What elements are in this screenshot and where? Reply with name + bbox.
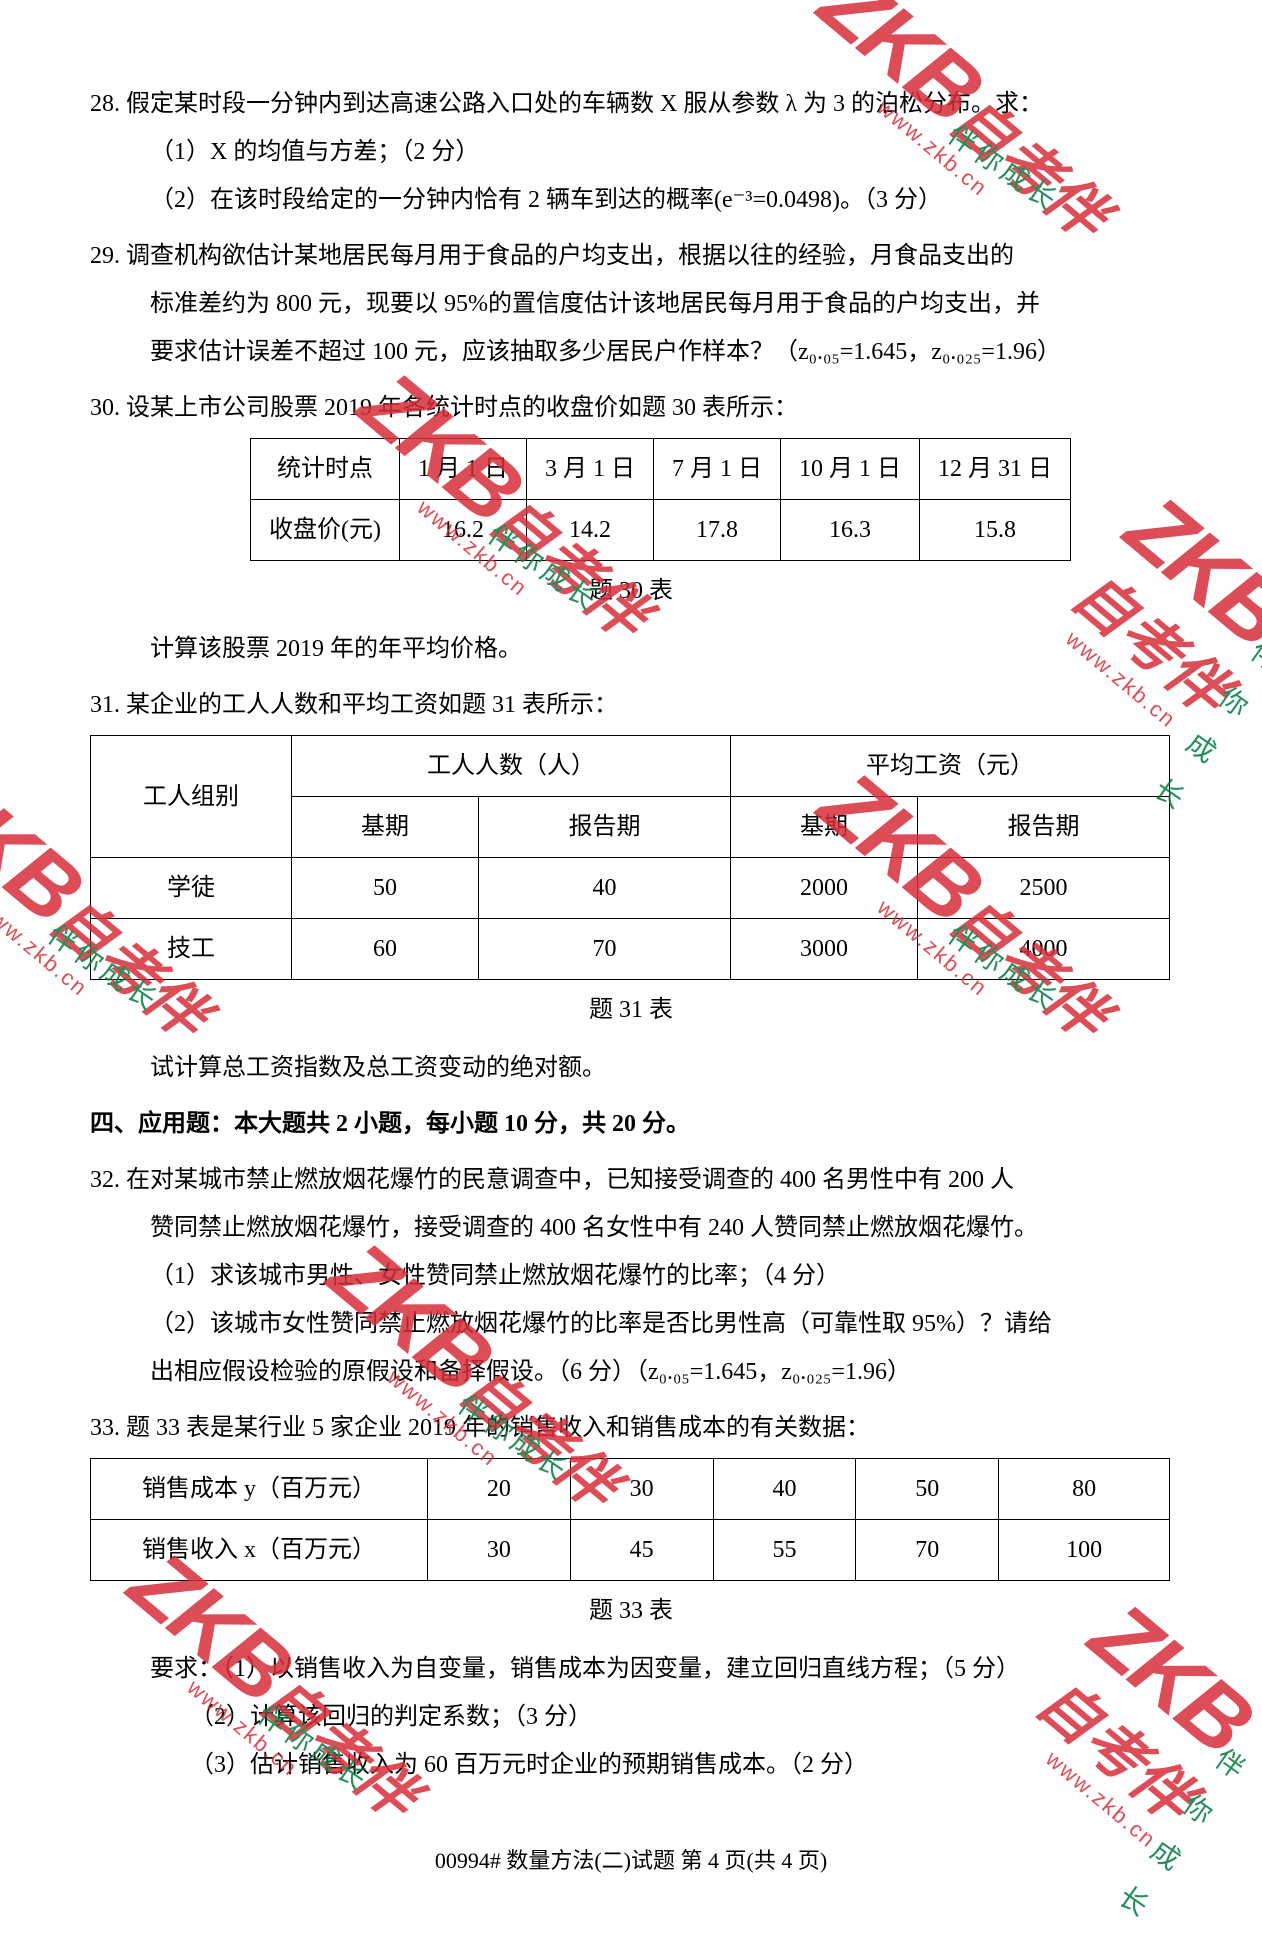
t33-r1-2: 40 — [713, 1459, 856, 1520]
t33-r2-4: 100 — [999, 1520, 1170, 1581]
t33-r1-0: 20 — [428, 1459, 571, 1520]
t31-r0-label: 学徒 — [91, 858, 292, 919]
t33-r2-0: 30 — [428, 1520, 571, 1581]
q28-part2: （2）在该时段给定的一分钟内恰有 2 辆车到达的概率(e⁻³=0.0498)。（… — [90, 176, 1172, 224]
q29-line1: 29. 调查机构欲估计某地居民每月用于食品的户均支出，根据以往的经验，月食品支出… — [90, 232, 1172, 280]
table-33-caption: 题 33 表 — [90, 1587, 1172, 1635]
t33-r2-label: 销售收入 x（百万元） — [91, 1520, 428, 1581]
q33-stem: 33. 题 33 表是某行业 5 家企业 2019 年的销售收入和销售成本的有关… — [90, 1404, 1172, 1452]
question-29: 29. 调查机构欲估计某地居民每月用于食品的户均支出，根据以往的经验，月食品支出… — [90, 232, 1172, 376]
q31-stem: 31. 某企业的工人人数和平均工资如题 31 表所示： — [90, 681, 1172, 729]
q32-line2: 赞同禁止燃放烟花爆竹，接受调查的 400 名女性中有 240 人赞同禁止燃放烟花… — [90, 1204, 1172, 1252]
t31-sh1: 报告期 — [478, 797, 730, 858]
t30-v2: 17.8 — [653, 500, 780, 561]
q28-stem: 28. 假定某时段一分钟内到达高速公路入口处的车辆数 X 服从参数 λ 为 3 … — [90, 80, 1172, 128]
t33-r1-label: 销售成本 y（百万元） — [91, 1459, 428, 1520]
t33-r2-2: 55 — [713, 1520, 856, 1581]
t31-r0-v2: 2000 — [730, 858, 917, 919]
t33-r1-4: 80 — [999, 1459, 1170, 1520]
t33-r2-3: 70 — [856, 1520, 999, 1581]
t31-h2: 平均工资（元） — [730, 736, 1169, 797]
q33-req: 要求：（1）以销售收入为自变量，销售成本为因变量，建立回归直线方程；（5 分） — [90, 1645, 1172, 1693]
q30-stem: 30. 设某上市公司股票 2019 年各统计时点的收盘价如题 30 表所示： — [90, 384, 1172, 432]
question-28: 28. 假定某时段一分钟内到达高速公路入口处的车辆数 X 服从参数 λ 为 3 … — [90, 80, 1172, 224]
table-31: 工人组别 工人人数（人） 平均工资（元） 基期 报告期 基期 报告期 学徒 50… — [90, 735, 1170, 980]
question-33: 33. 题 33 表是某行业 5 家企业 2019 年的销售收入和销售成本的有关… — [90, 1404, 1172, 1789]
t31-sh3: 报告期 — [917, 797, 1169, 858]
t31-sh2: 基期 — [730, 797, 917, 858]
t33-r1-3: 50 — [856, 1459, 999, 1520]
table-31-caption: 题 31 表 — [90, 986, 1172, 1034]
q28-part1: （1）X 的均值与方差；（2 分） — [90, 128, 1172, 176]
q33-p2: （2）计算该回归的判定系数；（3 分） — [90, 1693, 1172, 1741]
section-4-header: 四、应用题：本大题共 2 小题，每小题 10 分，共 20 分。 — [90, 1100, 1172, 1148]
q33-p3: （3）估计销售收入为 60 百万元时企业的预期销售成本。（2 分） — [90, 1741, 1172, 1789]
question-31: 31. 某企业的工人人数和平均工资如题 31 表所示： 工人组别 工人人数（人）… — [90, 681, 1172, 1092]
t31-r0-v0: 50 — [292, 858, 479, 919]
table-30-caption: 题 30 表 — [90, 567, 1172, 615]
t31-r0-v1: 40 — [478, 858, 730, 919]
t30-h1: 1 月 1 日 — [399, 439, 526, 500]
t33-r1-1: 30 — [570, 1459, 713, 1520]
question-32: 32. 在对某城市禁止燃放烟花爆竹的民意调查中，已知接受调查的 400 名男性中… — [90, 1156, 1172, 1396]
t31-r1-v0: 60 — [292, 919, 479, 980]
t31-r0-v3: 2500 — [917, 858, 1169, 919]
t30-v4: 15.8 — [919, 500, 1070, 561]
t31-r1-v3: 4000 — [917, 919, 1169, 980]
q32-p2a: （2）该城市女性赞同禁止燃放烟花爆竹的比率是否比男性高（可靠性取 95%）？请给 — [90, 1300, 1172, 1348]
q32-p2b: 出相应假设检验的原假设和备择假设。（6 分）（z₀.₀₅=1.645，z₀.₀₂… — [90, 1348, 1172, 1396]
question-30: 30. 设某上市公司股票 2019 年各统计时点的收盘价如题 30 表所示： 统… — [90, 384, 1172, 673]
t30-v0: 16.2 — [399, 500, 526, 561]
q32-p1: （1）求该城市男性、女性赞同禁止燃放烟花爆竹的比率；（4 分） — [90, 1252, 1172, 1300]
t31-h1: 工人人数（人） — [292, 736, 731, 797]
t30-h3: 7 月 1 日 — [653, 439, 780, 500]
t33-r2-1: 45 — [570, 1520, 713, 1581]
q31-after: 试计算总工资指数及总工资变动的绝对额。 — [90, 1044, 1172, 1092]
t31-sh0: 基期 — [292, 797, 479, 858]
t30-v3: 16.3 — [780, 500, 919, 561]
q30-after: 计算该股票 2019 年的年平均价格。 — [90, 625, 1172, 673]
t31-r1-label: 技工 — [91, 919, 292, 980]
page-footer: 00994# 数量方法(二)试题 第 4 页(共 4 页) — [90, 1839, 1172, 1883]
t30-rlabel: 收盘价(元) — [251, 500, 400, 561]
q29-line2: 标准差约为 800 元，现要以 95%的置信度估计该地居民每月用于食品的户均支出… — [90, 280, 1172, 328]
table-30: 统计时点 1 月 1 日 3 月 1 日 7 月 1 日 10 月 1 日 12… — [250, 438, 1071, 561]
t30-h0: 统计时点 — [251, 439, 400, 500]
t31-r1-v2: 3000 — [730, 919, 917, 980]
t30-h4: 10 月 1 日 — [780, 439, 919, 500]
q32-line1: 32. 在对某城市禁止燃放烟花爆竹的民意调查中，已知接受调查的 400 名男性中… — [90, 1156, 1172, 1204]
t30-h5: 12 月 31 日 — [919, 439, 1070, 500]
t31-group-label: 工人组别 — [91, 736, 292, 858]
t30-h2: 3 月 1 日 — [526, 439, 653, 500]
table-33: 销售成本 y（百万元） 20 30 40 50 80 销售收入 x（百万元） 3… — [90, 1458, 1170, 1581]
t30-v1: 14.2 — [526, 500, 653, 561]
t31-r1-v1: 70 — [478, 919, 730, 980]
q29-line3: 要求估计误差不超过 100 元，应该抽取多少居民户作样本？（z₀.₀₅=1.64… — [90, 328, 1172, 376]
